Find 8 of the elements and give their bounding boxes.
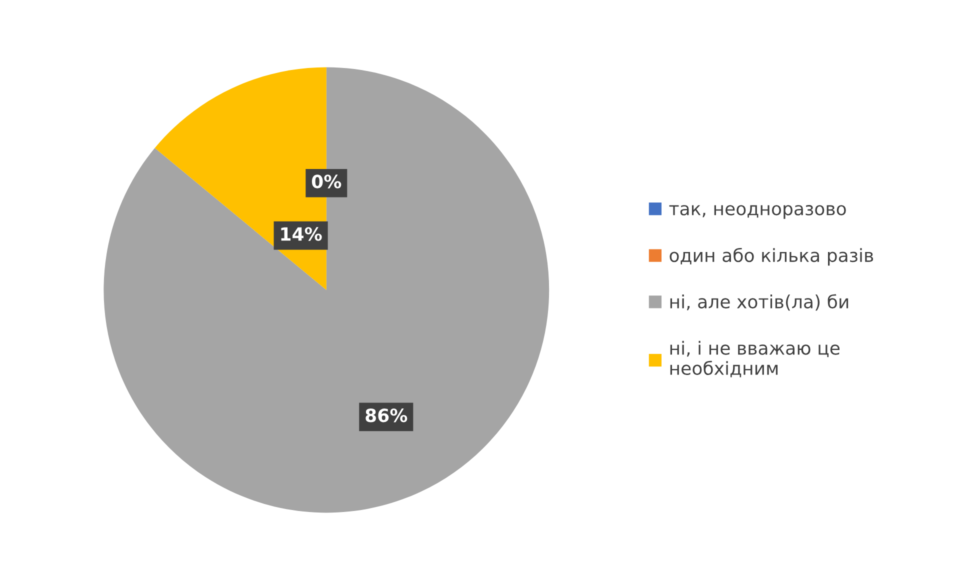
legend-label: ні, але хотів(ла) би [670,294,848,311]
data-label: 14% [281,227,322,241]
data-label: 86% [366,408,408,422]
text: 0% [312,174,342,188]
pie-slice [104,67,550,513]
legend-label: один або кілька разів [670,248,874,266]
legend-label: так, неодноразово [669,205,846,219]
legend-label: ні, і не вважаю це необхідним [670,340,840,378]
